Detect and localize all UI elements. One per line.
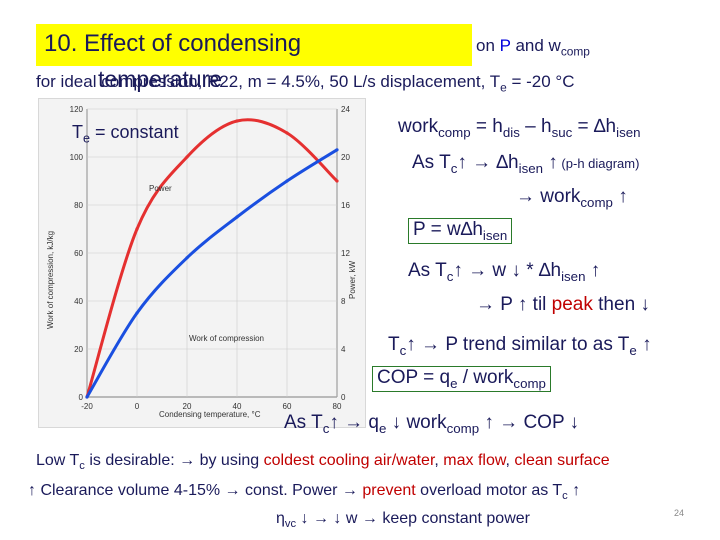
right-tick-label: 20 (341, 153, 350, 162)
x-tick-label: -20 (81, 402, 93, 411)
data-point (185, 155, 189, 159)
left-tick-label: 120 (70, 105, 84, 114)
left-tick-label: 40 (74, 297, 83, 306)
slide-title-tail: on P and wcomp (476, 36, 590, 59)
x-tick-label: 60 (283, 402, 292, 411)
note-clearance-volume: ↑ Clearance volume 4-15% → const. Power … (28, 482, 581, 503)
note-work-rises: → workcomp ↑ (516, 186, 628, 210)
x-tick-label: 20 (183, 402, 192, 411)
x-tick-label: 80 (333, 402, 342, 411)
series-work-line (85, 148, 338, 398)
note-power-trend: Tc↑ → P trend similar to as Te ↑ (388, 334, 652, 358)
left-axis-label: Work of compression, kJ/kg (46, 231, 55, 329)
left-tick-label: 60 (74, 249, 83, 258)
data-point (235, 215, 239, 219)
data-point (185, 256, 189, 260)
work-label: Work of compression (189, 334, 264, 343)
note-low-tc-desirable: Low Tc is desirable: → by using coldest … (36, 452, 610, 473)
left-tick-label: 0 (79, 393, 84, 402)
x-tick-label: 40 (233, 402, 242, 411)
series-power-line (85, 118, 339, 398)
note-cop-definition: COP = qe / workcomp (372, 366, 551, 392)
chart-image: 0 20 40 60 80 100 120 0 4 8 12 16 20 24 -20 0 20 40 60 80… (38, 98, 366, 428)
note-work-definition: workcomp = hdis – hsuc = ∆hisen (398, 116, 641, 140)
left-tick-label: 20 (74, 345, 83, 354)
data-point (85, 395, 89, 399)
power-label: Power (149, 184, 172, 193)
right-tick-label: 8 (341, 297, 346, 306)
note-volumetric-efficiency: ηvc ↓ → ↓ w → keep constant power (276, 510, 530, 531)
title-highlight (36, 24, 472, 66)
right-tick-label: 12 (341, 249, 350, 258)
note-power-peak: → P ↑ til peak then ↓ (476, 294, 650, 315)
data-point (335, 148, 339, 152)
x-axis-label: Condensing temperature, °C (159, 410, 261, 419)
slide-subtitle: for ideal compression, R22, m = 4.5%, 50… (36, 72, 575, 95)
data-point (135, 311, 139, 315)
te-constant-label: Te = constant (72, 122, 179, 146)
left-tick-label: 100 (70, 153, 84, 162)
right-tick-label: 0 (341, 393, 346, 402)
page-number: 24 (673, 508, 684, 518)
right-tick-label: 16 (341, 201, 350, 210)
note-cop-falls: As Tc↑ → qe ↓ workcomp ↑ → COP ↓ (284, 412, 580, 436)
data-point (285, 131, 289, 135)
data-point (235, 119, 239, 123)
x-tick-label: 0 (135, 402, 140, 411)
right-tick-label: 24 (341, 105, 350, 114)
left-tick-label: 80 (74, 201, 83, 210)
right-axis-label: Power, kW (348, 260, 357, 299)
slide-title-wrap: temperature (98, 66, 223, 92)
note-power-definition: P = w∆hisen (408, 218, 513, 244)
data-point (285, 179, 289, 183)
note-tc-mass-flow: As Tc↑ → w ↓ * ∆hisen ↑ (408, 260, 601, 284)
data-point (135, 227, 139, 231)
right-tick-label: 4 (341, 345, 346, 354)
data-point (335, 179, 339, 183)
slide-title: 10. Effect of condensing (44, 30, 302, 57)
note-tc-raises-hisen: As Tc↑ → ∆hisen ↑ (p-h diagram) (412, 152, 640, 176)
